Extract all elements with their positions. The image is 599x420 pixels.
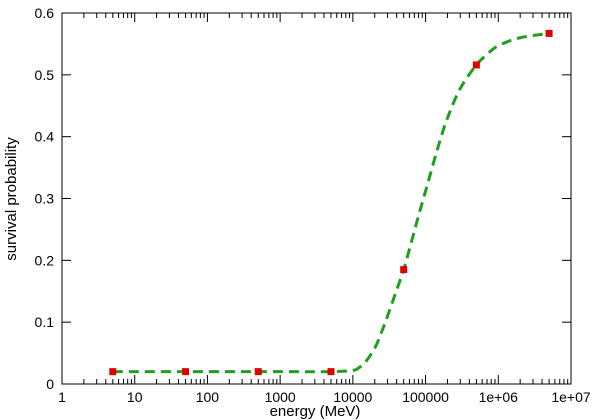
y-axis-title: survival probability <box>3 137 20 261</box>
x-tick-label: 1e+07 <box>551 389 591 405</box>
y-tick-label: 0 <box>46 376 54 392</box>
x-tick-label: 100000 <box>402 389 449 405</box>
y-tick-label: 0.1 <box>35 314 55 330</box>
y-tick-label: 0.6 <box>35 5 55 21</box>
data-point <box>400 266 408 274</box>
x-tick-label: 10000 <box>333 389 372 405</box>
x-tick-label: 1 <box>58 389 66 405</box>
data-point <box>327 368 335 376</box>
data-point <box>182 368 190 376</box>
y-tick-label: 0.5 <box>35 67 55 83</box>
y-tick-label: 0.2 <box>35 252 55 268</box>
plot-frame <box>61 12 572 385</box>
x-tick-label: 1000 <box>265 389 296 405</box>
x-tick-label: 100 <box>196 389 220 405</box>
x-tick-label: 10 <box>127 389 143 405</box>
y-tick-label: 0.4 <box>35 129 55 145</box>
data-point <box>109 368 117 376</box>
data-point <box>254 368 262 376</box>
y-tick-label: 0.3 <box>35 191 55 207</box>
data-point <box>472 61 480 69</box>
data-point <box>545 29 553 37</box>
x-tick-label: 1e+06 <box>479 389 519 405</box>
x-axis-title: energy (MeV) <box>270 403 361 420</box>
fit-curve <box>112 31 550 374</box>
